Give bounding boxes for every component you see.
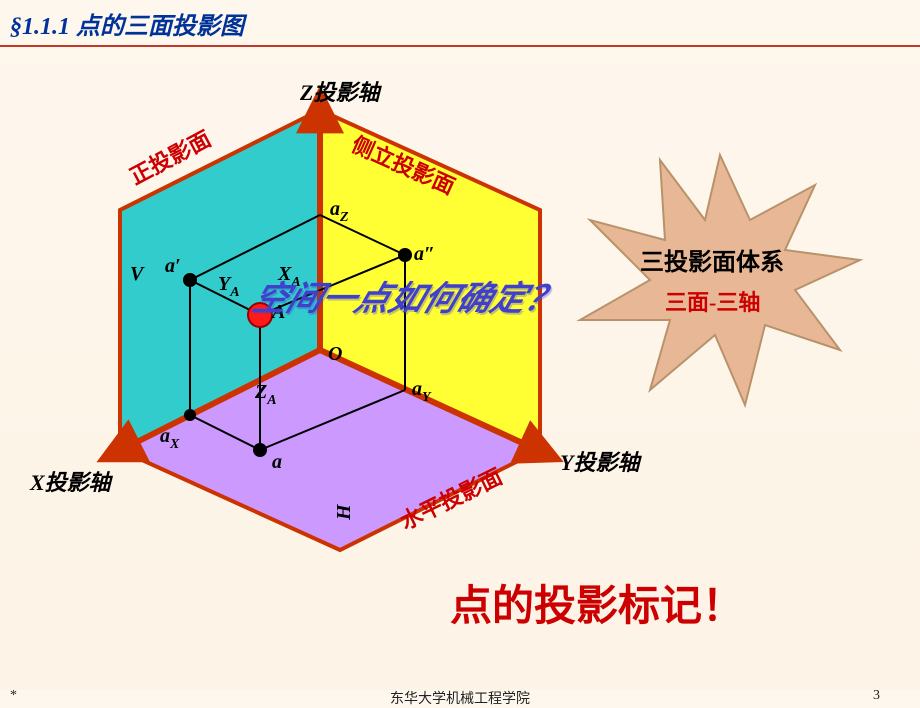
callout: 点的投影标记！ (450, 583, 744, 630)
footer-center: 东华大学机械工程学院 (390, 688, 530, 708)
label-axis-y: Y投影轴 (560, 450, 642, 475)
label-axis-z: Z投影轴 (299, 80, 382, 105)
starburst: 三投影面体系 三面-三轴 (580, 155, 860, 405)
label-a: a (272, 451, 282, 473)
section-number: §1.1.1 (10, 14, 70, 40)
footer-left: * (10, 688, 17, 704)
starburst-subtitle: 三面-三轴 (665, 290, 760, 315)
label-V: V (130, 263, 145, 285)
projection-diagram: aZ aY Z投影轴 X投影轴 Y投影轴 O A a a′ a″ aX V XA… (0, 50, 920, 650)
header-title: §1.1.1 点的三面投影图 (10, 14, 244, 40)
starburst-title: 三投影面体系 (640, 249, 784, 276)
footer-page: 3 (873, 688, 880, 704)
label-a1: a′ (165, 255, 181, 277)
label-axis-x: X投影轴 (29, 470, 114, 495)
label-a2: a″ (414, 243, 435, 265)
header-bar: §1.1.1 点的三面投影图 (0, 0, 920, 47)
label-O: O (328, 343, 342, 365)
overlay-question-shadow: 空间一点如何确定？ (249, 282, 567, 320)
label-H: H (333, 503, 355, 521)
section-title: 点的三面投影图 (76, 14, 244, 40)
